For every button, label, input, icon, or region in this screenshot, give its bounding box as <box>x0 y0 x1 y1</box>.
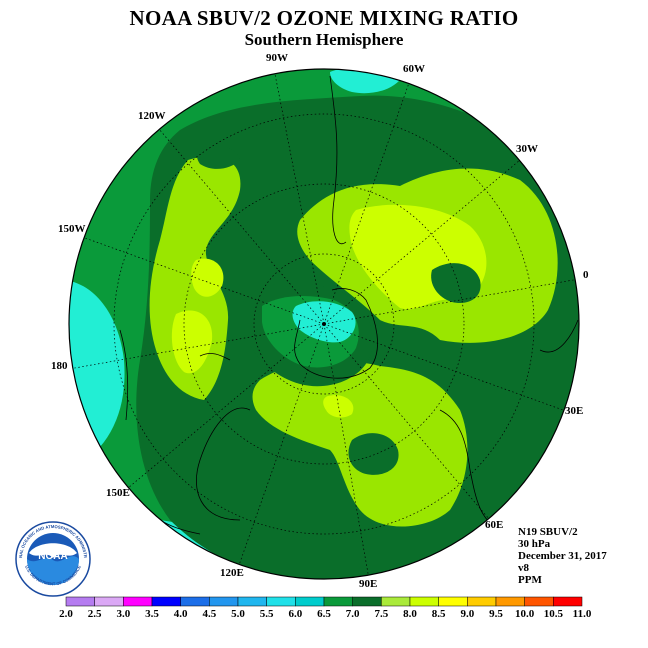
colorbar-tick-label: 5.5 <box>259 608 274 620</box>
colorbar-tick-label: 5.0 <box>231 608 245 620</box>
logo-text: NOAA <box>38 551 67 562</box>
coastlines <box>119 75 579 535</box>
region-7-5-west <box>191 258 224 297</box>
info-satellite: N19 SBUV/2 <box>518 526 578 538</box>
colorbar-swatch <box>467 596 497 607</box>
colorbar-tick-label: 2.0 <box>59 608 73 620</box>
colorbar-tick-label: 10.0 <box>515 608 535 620</box>
colorbar-swatch <box>323 596 353 607</box>
region-7-5-southwest <box>171 310 213 374</box>
lon-label-90w: 90W <box>266 52 288 64</box>
colorbar-tick-label: 11.0 <box>572 608 592 620</box>
lon-label-120e: 120E <box>220 567 244 579</box>
colorbar-swatch <box>123 596 153 607</box>
info-level: 30 hPa <box>518 538 551 550</box>
colorbar-swatch <box>266 596 296 607</box>
colorbar-tick-label: 6.0 <box>288 608 303 620</box>
colorbar-swatch <box>94 596 124 607</box>
region-7-5-south <box>323 395 354 418</box>
lon-label-180: 180 <box>51 360 68 372</box>
colorbar-swatch <box>209 596 239 607</box>
lon-label-60e: 60E <box>485 519 504 531</box>
colorbar-swatch <box>438 596 468 607</box>
region-5-5-polar <box>292 301 356 343</box>
region-6-5-blob-north <box>197 145 240 169</box>
info-version: v8 <box>518 562 529 574</box>
colorbar-tick-label: 2.5 <box>87 608 102 620</box>
region-6-5-blob-south <box>348 433 399 475</box>
colorbar-tick-label: 4.5 <box>202 608 217 620</box>
lon-label-60w: 60W <box>403 63 425 75</box>
lon-label-90e: 90E <box>359 578 378 590</box>
colorbar-swatch <box>237 596 267 607</box>
colorbar-tick-label: 3.0 <box>116 608 131 620</box>
south-pole-marker <box>322 322 326 326</box>
lon-label-150e: 150E <box>106 487 130 499</box>
info-units: PPM <box>518 574 542 586</box>
colorbar-swatch <box>151 596 181 607</box>
colorbar-swatch <box>409 596 439 607</box>
lon-label-30e: 30E <box>565 405 584 417</box>
colorbar-tick-label: 6.5 <box>317 608 331 620</box>
colorbar-swatch <box>352 596 382 607</box>
colorbar-swatch <box>524 596 554 607</box>
page-subtitle: Southern Hemisphere <box>244 30 404 49</box>
region-6-5-blob-east <box>431 263 481 304</box>
noaa-logo: NATIONAL OCEANIC AND ATMOSPHERIC ADMINIS… <box>14 520 91 597</box>
colorbar-tick-label: 9.0 <box>460 608 475 620</box>
colorbar-tick-label: 10.5 <box>543 608 563 620</box>
colorbar-tick-label: 3.5 <box>145 608 159 620</box>
page-title: NOAA SBUV/2 OZONE MIXING RATIO <box>129 6 519 30</box>
colorbar-swatch <box>553 596 583 607</box>
colorbar-tick-label: 7.5 <box>374 608 389 620</box>
colorbar-swatch <box>495 596 525 607</box>
colorbar-tick-label: 9.5 <box>489 608 503 620</box>
colorbar-swatch <box>381 596 411 607</box>
colorbar-swatch <box>65 596 95 607</box>
lon-label-120w: 120W <box>138 110 166 122</box>
colorbar-tick-label: 8.0 <box>403 608 417 620</box>
colorbar-tick-label: 7.0 <box>345 608 360 620</box>
lon-label-0: 0 <box>583 269 589 281</box>
colorbar-swatch <box>295 596 325 607</box>
lon-label-150w: 150W <box>58 223 86 235</box>
graticule <box>69 69 579 579</box>
colorbar-tick-label: 8.5 <box>431 608 446 620</box>
lon-label-30w: 30W <box>516 143 538 155</box>
colorbar-tick-label: 4.0 <box>173 608 188 620</box>
info-date: December 31, 2017 <box>518 550 607 562</box>
map-border <box>68 68 580 580</box>
colorbar-swatch <box>180 596 210 607</box>
